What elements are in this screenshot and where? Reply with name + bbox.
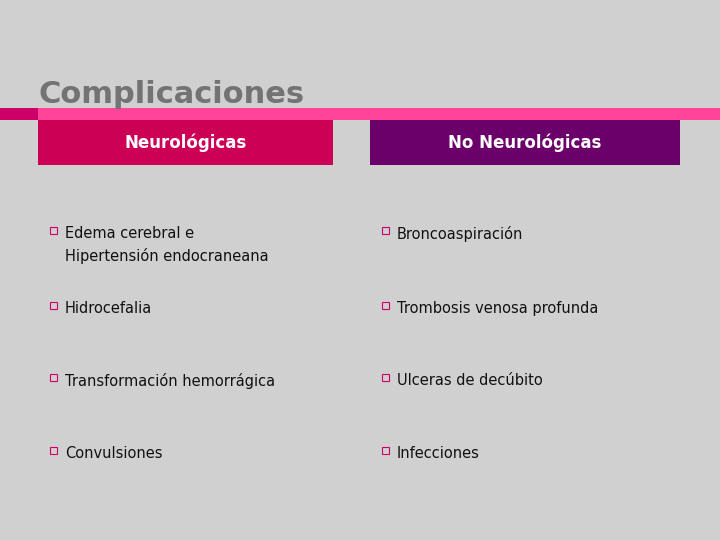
Text: Trombosis venosa profunda: Trombosis venosa profunda xyxy=(397,301,598,316)
FancyBboxPatch shape xyxy=(38,108,720,120)
FancyBboxPatch shape xyxy=(50,374,57,381)
Text: Infecciones: Infecciones xyxy=(397,446,480,461)
Text: Broncoaspiración: Broncoaspiración xyxy=(397,226,523,242)
FancyBboxPatch shape xyxy=(382,447,389,454)
FancyBboxPatch shape xyxy=(370,120,680,165)
FancyBboxPatch shape xyxy=(50,226,57,233)
Text: No Neurológicas: No Neurológicas xyxy=(449,133,602,152)
FancyBboxPatch shape xyxy=(382,374,389,381)
Text: Edema cerebral e
Hipertensión endocraneana: Edema cerebral e Hipertensión endocranea… xyxy=(65,226,269,264)
Text: Transformación hemorrágica: Transformación hemorrágica xyxy=(65,373,275,389)
FancyBboxPatch shape xyxy=(50,301,57,308)
Text: Complicaciones: Complicaciones xyxy=(38,80,304,109)
FancyBboxPatch shape xyxy=(382,226,389,233)
FancyBboxPatch shape xyxy=(0,108,38,120)
FancyBboxPatch shape xyxy=(382,301,389,308)
Text: Convulsiones: Convulsiones xyxy=(65,446,163,461)
Text: Neurológicas: Neurológicas xyxy=(125,133,247,152)
Text: Ulceras de decúbito: Ulceras de decúbito xyxy=(397,373,543,388)
Text: Hidrocefalia: Hidrocefalia xyxy=(65,301,152,316)
FancyBboxPatch shape xyxy=(50,447,57,454)
FancyBboxPatch shape xyxy=(38,120,333,165)
